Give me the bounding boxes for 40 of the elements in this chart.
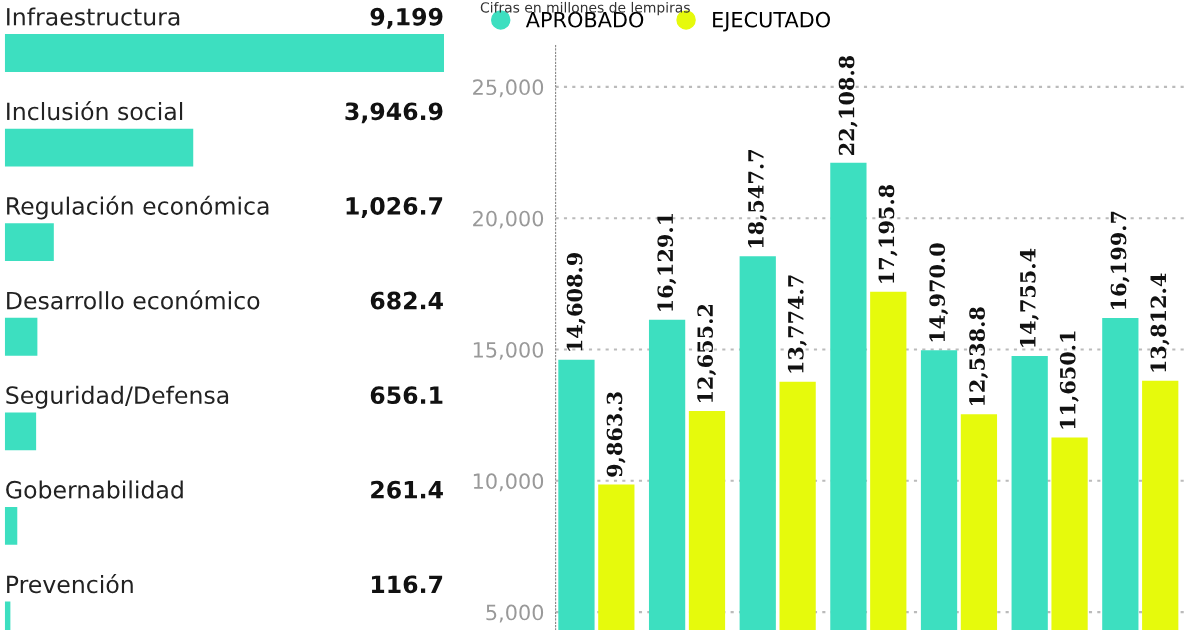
data-label: 9,863.3 (606, 392, 626, 477)
category-label: Infraestructura (7, 7, 180, 26)
bar (4, 317, 38, 356)
bar (4, 128, 194, 167)
y-tick-label: 20,000 (473, 210, 544, 229)
data-label: 14,608.9 (566, 253, 586, 351)
data-label: 16,129.1 (657, 213, 677, 311)
category-label: Regulación económica (7, 195, 269, 220)
y-tick-label: 15,000 (473, 341, 544, 360)
data-label: 9,199 (370, 7, 443, 29)
data-label: 12,538.8 (969, 307, 989, 406)
category-label: Desarrollo económico (7, 290, 260, 310)
data-label: 13,774.7 (787, 275, 807, 373)
category-label: Gobernabilidad (6, 480, 183, 499)
data-label: 11,650.1 (1059, 331, 1079, 429)
y-tick-label: 5,000 (486, 604, 544, 623)
data-label: 261.4 (371, 480, 443, 499)
category-label: Prevención (7, 574, 133, 594)
bar (4, 412, 37, 451)
data-label: 16,199.7 (1110, 211, 1130, 309)
bar (4, 34, 444, 72)
y-tick-label: 25,000 (473, 79, 544, 98)
data-label: 17,195.8 (878, 184, 898, 283)
bar (4, 507, 18, 545)
y-tick-label: 10,000 (473, 473, 544, 492)
category-label: Seguridad/Defensa (6, 385, 229, 409)
data-label: 18,547.7 (748, 150, 767, 248)
data-label: 1,026.7 (346, 197, 443, 218)
category-label: Inclusión social (7, 101, 183, 121)
data-label: 12,655.2 (697, 304, 717, 402)
data-label: 14,755.4 (1019, 248, 1039, 347)
bar (4, 223, 54, 262)
data-label: 682.4 (370, 291, 443, 310)
data-label: 14,970.0 (929, 243, 949, 342)
data-label: 656.1 (370, 386, 443, 405)
legend-label: EJECUTADO (713, 11, 830, 32)
data-label: 116.7 (371, 575, 443, 594)
data-label: 13,812.4 (1150, 273, 1170, 372)
data-label: 22,108.8 (838, 55, 858, 155)
data-label: 3,946.9 (345, 102, 443, 124)
